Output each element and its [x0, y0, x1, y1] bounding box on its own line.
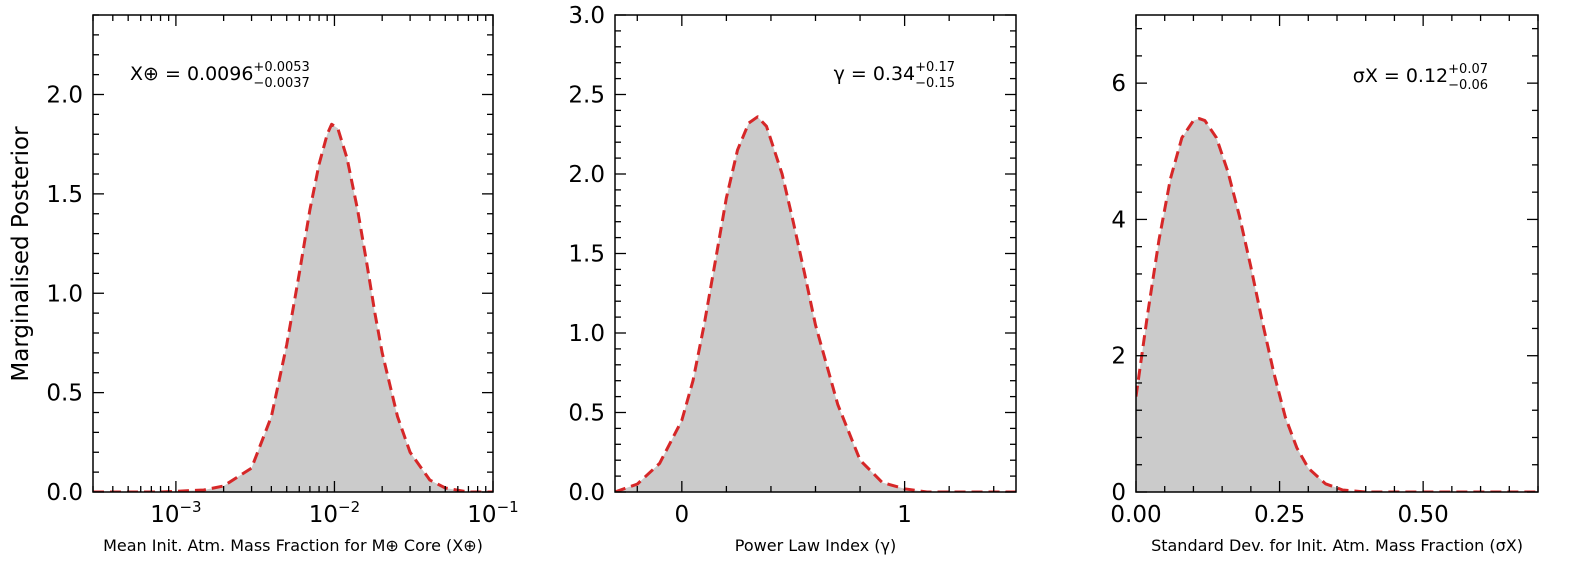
posterior-fill — [615, 116, 1016, 492]
y-tick-label: 1.5 — [568, 242, 605, 268]
y-tick-label: 6 — [1111, 71, 1126, 97]
plot-area — [93, 122, 493, 492]
x-tick-label: 10−2 — [309, 498, 360, 528]
y-tick-label: 0.0 — [46, 480, 83, 506]
posterior-curve — [1136, 117, 1538, 492]
x-tick-label: 10−1 — [467, 498, 518, 528]
estimate-minus: −0.0037 — [253, 76, 309, 91]
estimate-annotation: γ = 0.34+0.17 — [834, 60, 955, 85]
y-tick-label: 3.0 — [568, 3, 605, 29]
x-tick-label: 10−3 — [150, 498, 201, 528]
y-tick-label: 2.0 — [568, 162, 605, 188]
y-tick-label: 0.0 — [568, 480, 605, 506]
y-tick-label: 0 — [1111, 480, 1126, 506]
plot-area — [615, 115, 1016, 492]
y-tick-label: 0.5 — [46, 381, 83, 407]
x-tick-label: 1 — [897, 502, 912, 528]
posterior-curve — [93, 122, 493, 492]
x-axis-label: Standard Dev. for Init. Atm. Mass Fracti… — [1151, 536, 1523, 555]
panel-1: 0.0 0.5 1.0 1.5 2.0 10−3 10−2 10−1 Mean Init. At… — [46, 14, 519, 555]
x-tick-label: 0.50 — [1398, 502, 1449, 528]
y-tick-label: 2.0 — [46, 83, 83, 109]
y-tick-label: 2 — [1111, 344, 1126, 370]
x-axis-label: Power Law Index (γ) — [735, 536, 896, 555]
y-tick-label: 1.0 — [568, 321, 605, 347]
estimate-minus: −0.06 — [1448, 78, 1488, 93]
panels: 0.0 0.5 1.0 1.5 2.0 10−3 10−2 10−1 Mean Init. At… — [46, 3, 1539, 555]
y-tick-label: 1.5 — [46, 182, 83, 208]
x-tick-label: 0.25 — [1254, 502, 1305, 528]
y-tick-label: 1.0 — [46, 281, 83, 307]
y-tick-label: 0.5 — [568, 401, 605, 427]
x-tick-label: 0.00 — [1110, 502, 1161, 528]
x-axis-label: Mean Init. Atm. Mass Fraction for M⊕ Cor… — [103, 536, 483, 555]
y-tick-label: 4 — [1111, 207, 1126, 233]
posterior-fill — [1136, 118, 1538, 492]
posterior-curve — [615, 115, 1016, 492]
y-axis-label: Marginalised Posterior — [8, 126, 34, 382]
estimate-annotation: X⊕ = 0.0096+0.0053 — [130, 60, 310, 85]
x-tick-label: 0 — [675, 502, 690, 528]
panel-3: 0 2 4 6 0.00 0.25 0.50 Standard Dev. for Init. … — [1110, 14, 1539, 555]
y-tick-label: 2.5 — [568, 83, 605, 109]
plot-area — [1136, 117, 1538, 492]
estimate-minus: −0.15 — [915, 76, 955, 91]
estimate-annotation: σX = 0.12+0.07 — [1353, 62, 1488, 87]
